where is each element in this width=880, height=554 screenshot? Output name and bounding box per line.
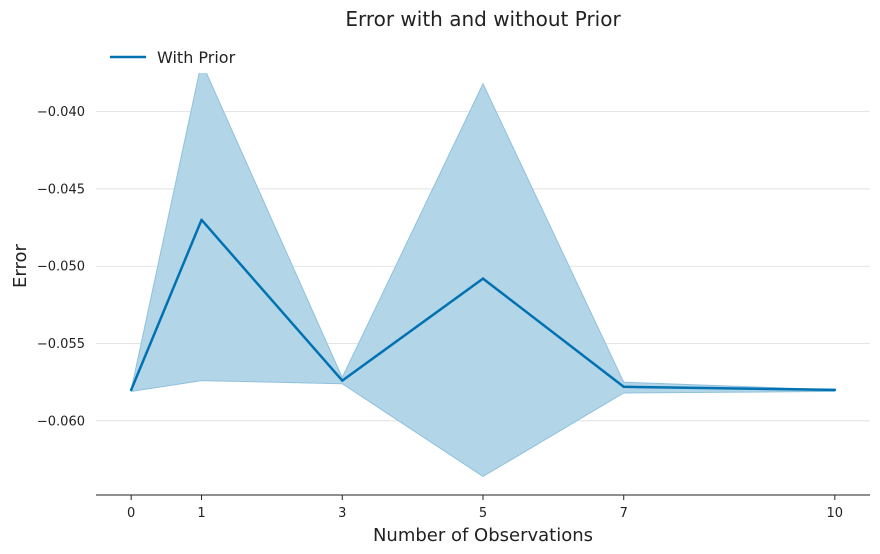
x-tick-label: 7 [620, 506, 628, 521]
y-tick-label: −0.045 [37, 182, 85, 197]
legend: With Prior [110, 48, 236, 67]
y-axis-label: Error [10, 243, 31, 287]
data-point [200, 218, 203, 222]
y-tick-label: −0.040 [37, 105, 85, 120]
data-point [129, 388, 133, 392]
legend-label-with-prior: With Prior [157, 48, 236, 67]
x-tick-label: 1 [197, 506, 205, 521]
x-tick-label: 10 [827, 506, 844, 521]
confidence-band [130, 73, 836, 478]
data-point [341, 379, 344, 382]
series-line-with-prior [130, 218, 835, 392]
y-tick-layer: −0.060 −0.055 −0.050 −0.045 −0.040 [37, 105, 85, 429]
x-axis-label: Number of Observations [373, 525, 593, 546]
data-point [622, 385, 625, 389]
x-tick-label: 0 [127, 506, 135, 521]
y-tick-label: −0.050 [37, 260, 85, 275]
confidence-band-layer [130, 73, 836, 478]
y-tick-label: −0.055 [37, 337, 85, 352]
x-tick-layer: 0 1 3 5 7 10 [127, 495, 843, 521]
data-point [833, 388, 837, 392]
chart-title: Error with and without Prior [345, 7, 621, 31]
data-point [481, 277, 485, 280]
y-tick-label: −0.060 [37, 414, 85, 429]
x-tick-label: 5 [479, 506, 487, 521]
x-tick-label: 3 [338, 506, 346, 521]
series-line-layer [129, 218, 837, 392]
